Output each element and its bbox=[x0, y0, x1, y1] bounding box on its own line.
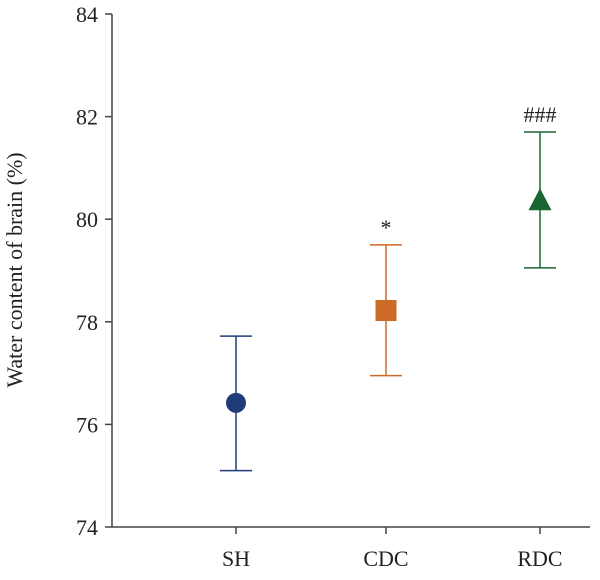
y-tick-label: 74 bbox=[76, 515, 98, 540]
significance-annotation: * bbox=[381, 215, 392, 240]
series-sh bbox=[220, 335, 252, 472]
y-tick-label: 84 bbox=[76, 2, 98, 27]
series-layer: * ### bbox=[220, 102, 557, 472]
x-tick-label-cdc: CDC bbox=[363, 546, 408, 571]
y-tick-label: 78 bbox=[76, 310, 98, 335]
x-tick-label-sh: SH bbox=[222, 546, 250, 571]
series-cdc: * bbox=[370, 215, 402, 377]
y-tick-label: 76 bbox=[76, 412, 98, 437]
series-rdc: ### bbox=[524, 102, 557, 269]
data-point-circle bbox=[226, 392, 246, 413]
y-tick-label: 82 bbox=[76, 105, 98, 130]
data-point-triangle bbox=[528, 188, 552, 211]
axes bbox=[111, 14, 590, 528]
data-point-square bbox=[375, 300, 397, 322]
x-ticks: SH CDC RDC bbox=[222, 527, 563, 571]
x-tick-label-rdc: RDC bbox=[517, 546, 562, 571]
significance-annotation: ### bbox=[524, 102, 557, 127]
y-axis-label: Water content of brain (%) bbox=[2, 152, 27, 387]
y-tick-label: 80 bbox=[76, 207, 98, 232]
y-ticks: 74 76 78 80 82 84 bbox=[76, 2, 112, 540]
